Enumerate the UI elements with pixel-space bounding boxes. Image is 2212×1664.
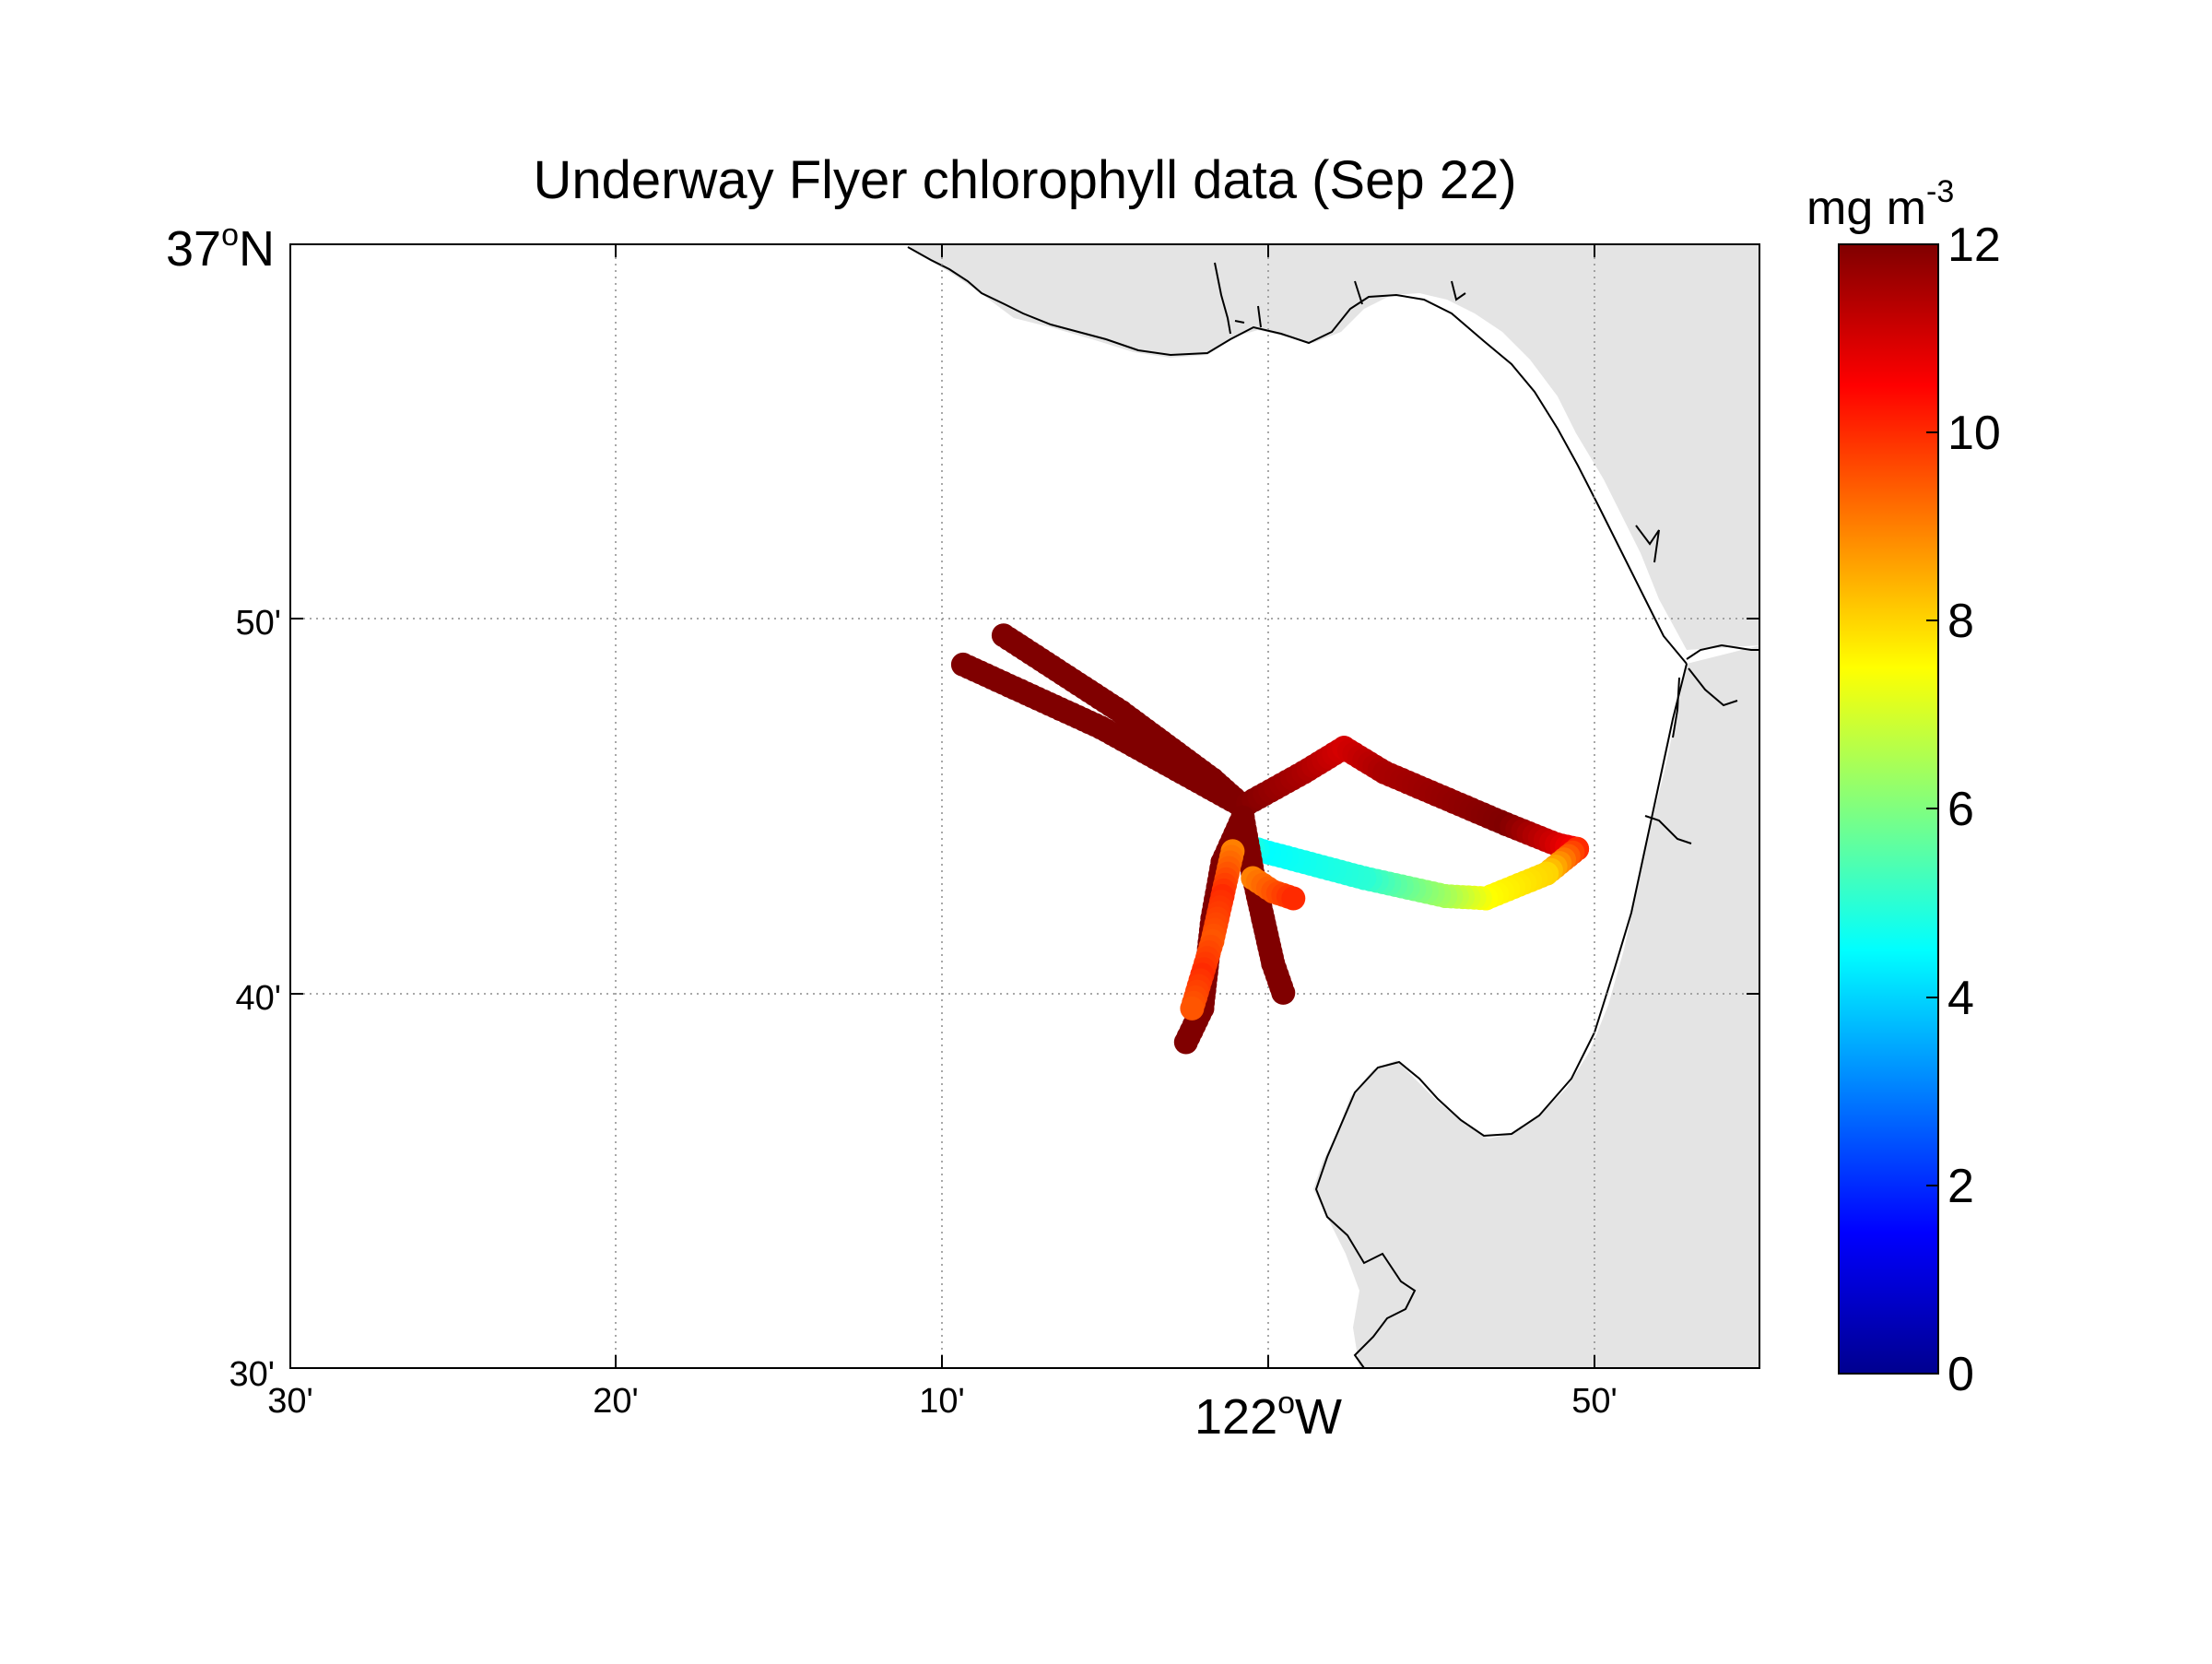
plot-frame [289,243,1760,1369]
coastline-south [1314,663,1688,1368]
river-north-1 [1214,262,1466,335]
y-tick-50: 50' [235,604,281,643]
y-tick-30: 30' [229,1355,275,1394]
land-south [1313,645,1759,1368]
river-east [1635,525,1759,844]
data-point-track-6 [1180,996,1205,1021]
x-tick-10: 10' [919,1382,965,1421]
data-point-track-5 [1271,980,1296,1005]
x-tick-122w: 122oW [1194,1386,1342,1445]
y-tick-40: 40' [235,979,281,1018]
axis-ticks [290,244,1759,1368]
cb-label-6: 6 [1947,783,1974,836]
colorbar-ticks [1926,243,1938,1375]
coastline-north [907,246,1688,665]
land-north [908,244,1759,650]
chart-title: Underway Flyer chlorophyll data (Sep 22) [533,150,1516,210]
cb-label-10: 10 [1947,407,2001,460]
data-point-track-7 [1281,886,1306,911]
colorbar [1838,243,1939,1375]
x-tick-50: 50' [1571,1382,1618,1421]
chlorophyll-tracks [950,623,1590,1055]
x-tick-30: 30' [267,1382,313,1421]
cb-label-2: 2 [1947,1160,1974,1213]
data-point-track-4 [1173,1030,1198,1055]
cb-label-4: 4 [1947,972,1974,1025]
cb-label-12: 12 [1947,218,2001,272]
colorbar-unit-label: mg m-3 [1806,174,1954,235]
cb-label-8: 8 [1947,595,1974,648]
grid [290,244,1759,1368]
cb-label-0: 0 [1947,1348,1974,1401]
y-tick-37n: 37oN [166,218,275,277]
x-tick-20: 20' [593,1382,639,1421]
